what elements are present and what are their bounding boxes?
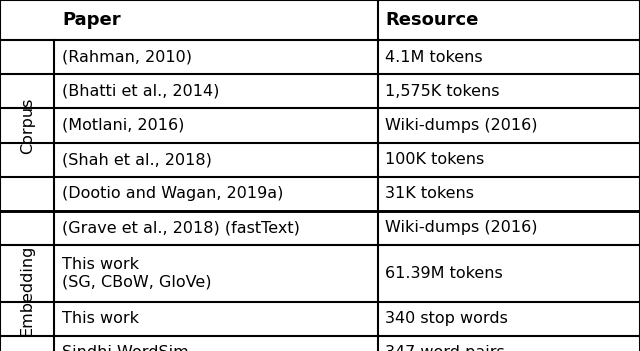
Text: 100K tokens: 100K tokens bbox=[385, 152, 484, 167]
Text: Wiki-dumps (2016): Wiki-dumps (2016) bbox=[385, 118, 538, 133]
Text: 61.39M tokens: 61.39M tokens bbox=[385, 266, 503, 281]
Text: (Shah et al., 2018): (Shah et al., 2018) bbox=[62, 152, 212, 167]
Text: 347 word pairs: 347 word pairs bbox=[385, 345, 505, 351]
Text: 1,575K tokens: 1,575K tokens bbox=[385, 84, 500, 99]
Text: Embedding: Embedding bbox=[20, 245, 35, 336]
Text: Paper: Paper bbox=[62, 11, 121, 29]
Text: (Rahman, 2010): (Rahman, 2010) bbox=[62, 50, 192, 65]
Text: 340 stop words: 340 stop words bbox=[385, 311, 508, 326]
Text: (Motlani, 2016): (Motlani, 2016) bbox=[62, 118, 184, 133]
Text: Wiki-dumps (2016): Wiki-dumps (2016) bbox=[385, 220, 538, 235]
Text: Resource: Resource bbox=[385, 11, 479, 29]
Text: 31K tokens: 31K tokens bbox=[385, 186, 474, 201]
Text: Corpus: Corpus bbox=[20, 97, 35, 154]
Text: (Dootio and Wagan, 2019a): (Dootio and Wagan, 2019a) bbox=[62, 186, 284, 201]
Text: This work: This work bbox=[62, 311, 139, 326]
Text: 4.1M tokens: 4.1M tokens bbox=[385, 50, 483, 65]
Text: This work
(SG, CBoW, GloVe): This work (SG, CBoW, GloVe) bbox=[62, 257, 212, 290]
Text: (Bhatti et al., 2014): (Bhatti et al., 2014) bbox=[62, 84, 220, 99]
Text: Sindhi WordSim: Sindhi WordSim bbox=[62, 345, 189, 351]
Text: (Grave et al., 2018) (fastText): (Grave et al., 2018) (fastText) bbox=[62, 220, 300, 235]
